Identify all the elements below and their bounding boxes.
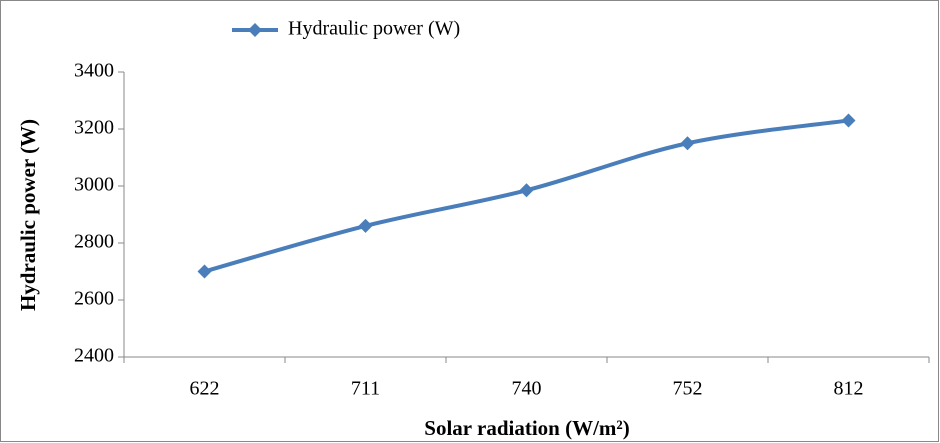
y-tick-label: 3200 [74,117,114,139]
x-axis-title: Solar radiation (W/m²) [424,416,629,440]
point-marker [519,183,534,198]
x-tick-label: 740 [512,378,542,400]
y-tick-label: 3400 [74,60,114,82]
point-marker [841,113,856,128]
legend-marker [248,23,262,37]
y-axis-title: Hydraulic power (W) [16,119,40,311]
point-marker [197,264,212,279]
y-tick-label: 2600 [74,288,114,310]
x-tick-label: 752 [673,378,703,400]
point-marker [358,218,373,233]
point-marker [680,136,695,151]
y-tick-label: 3000 [74,174,114,196]
x-tick-label: 711 [351,378,380,400]
y-tick-label: 2400 [74,345,114,367]
x-tick-label: 622 [190,378,220,400]
y-tick-label: 2800 [74,231,114,253]
x-tick-label: 812 [834,378,864,400]
legend-label: Hydraulic power (W) [288,18,460,40]
